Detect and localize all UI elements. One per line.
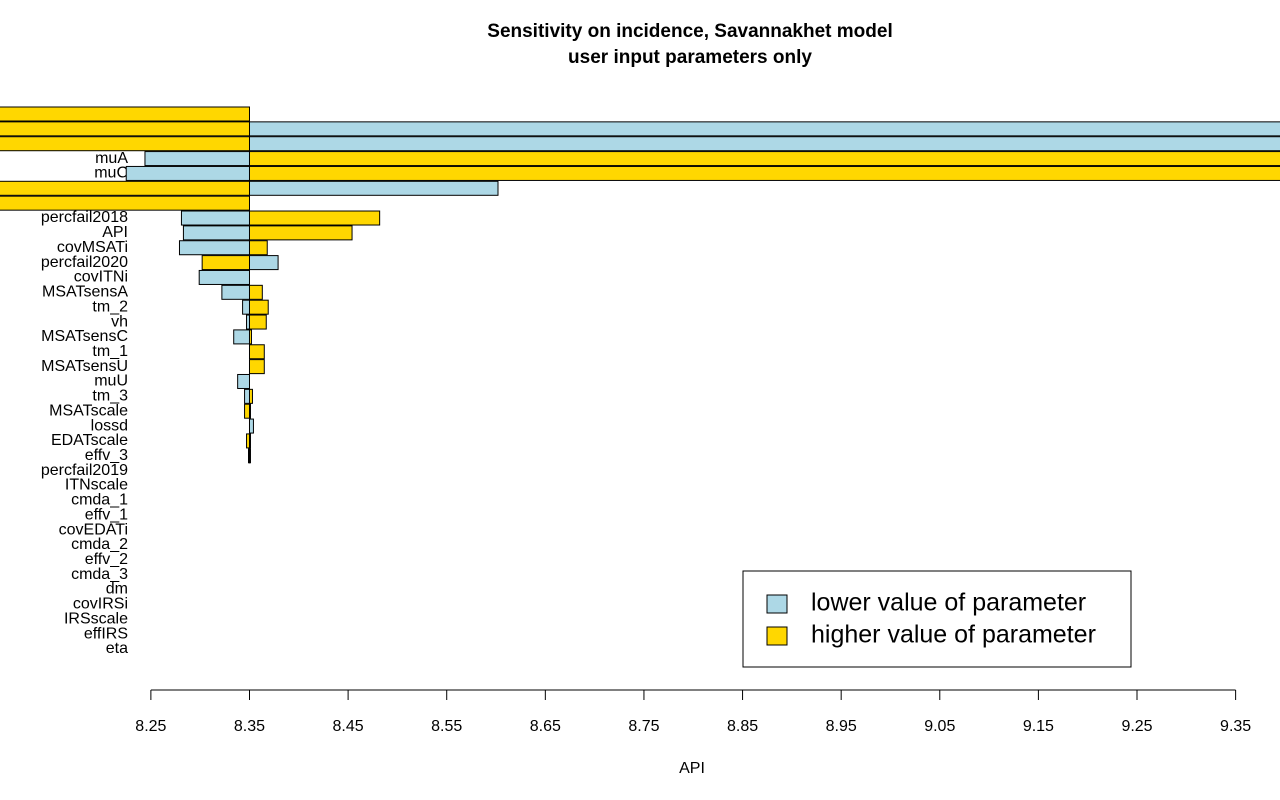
bar: [244, 403, 250, 419]
chart-subtitle: user input parameters only: [568, 47, 812, 68]
legend-box: [742, 570, 1132, 668]
category-label: IRSscale: [64, 610, 128, 627]
legend-label: lower value of parameter: [811, 589, 1086, 617]
category-label: dm: [106, 581, 128, 598]
category-label: muA: [95, 150, 128, 167]
bar: [244, 388, 250, 404]
category-label: MSATscale: [49, 402, 128, 419]
bar: [125, 165, 250, 181]
category-label: MSATsensA: [42, 284, 128, 301]
category-label: effIRS: [84, 625, 128, 642]
chart-title: Sensitivity on incidence, Savannakhet mo…: [487, 21, 892, 42]
bar: [0, 121, 250, 137]
x-tick-label: 8.65: [530, 718, 561, 735]
category-label: cmda_1: [71, 492, 128, 509]
bar: [248, 344, 265, 360]
bar: [248, 255, 279, 271]
x-tick-label: 9.25: [1121, 718, 1152, 735]
bar: [248, 210, 381, 226]
category-label: MSATsensC: [41, 328, 128, 345]
category-label: lossd: [91, 417, 128, 434]
x-tick-label: 8.55: [431, 718, 462, 735]
bar: [248, 165, 1280, 181]
bar: [248, 180, 499, 196]
bar: [233, 329, 250, 345]
bar: [248, 136, 1280, 152]
category-label: cmda_3: [71, 566, 128, 583]
bar: [248, 359, 265, 375]
category-label: API: [102, 224, 128, 241]
bar: [246, 433, 250, 449]
bar: [182, 225, 250, 241]
bar: [248, 418, 254, 434]
x-tick-label: 9.05: [924, 718, 955, 735]
category-label: muU: [94, 373, 128, 390]
bar: [248, 151, 1280, 167]
category-label: percfail2018: [41, 209, 128, 226]
category-label: ITNscale: [65, 477, 128, 494]
bars: [0, 106, 1280, 464]
bar: [248, 329, 252, 345]
legend-swatch: [766, 626, 788, 646]
bar: [242, 299, 250, 315]
x-tick-label: 8.75: [628, 718, 659, 735]
category-label: effv_3: [85, 447, 128, 464]
bar: [0, 136, 250, 152]
category-label: MSATsensU: [41, 358, 128, 375]
x-tick-label: 8.85: [727, 718, 758, 735]
bar: [144, 151, 250, 167]
category-label: vh: [111, 313, 128, 330]
x-tick-label: 8.45: [333, 718, 364, 735]
category-label: muC: [94, 165, 128, 182]
x-tick-label: 9.35: [1220, 718, 1251, 735]
bar: [180, 210, 250, 226]
category-label: covEDATi: [59, 521, 128, 538]
category-label: covMSATi: [57, 239, 128, 256]
category-label: tm_1: [92, 343, 128, 360]
bar: [201, 255, 250, 271]
legend: lower value of parameter higher value of …: [742, 570, 1132, 668]
category-label: effv_2: [85, 551, 128, 568]
x-tick-label: 8.95: [826, 718, 857, 735]
bar: [221, 284, 250, 300]
category-label: eta: [106, 640, 128, 657]
category-label: EDATscale: [51, 432, 128, 449]
bar: [237, 373, 250, 389]
legend-swatch: [766, 594, 788, 614]
bar: [248, 314, 267, 330]
bar: [198, 269, 250, 285]
category-label: tm_2: [92, 298, 128, 315]
bar: [0, 180, 250, 196]
bar: [248, 121, 1280, 137]
legend-label: higher value of parameter: [811, 621, 1096, 649]
category-label: percfail2019: [41, 462, 128, 479]
x-tick-label: 8.35: [234, 718, 265, 735]
bar: [248, 225, 353, 241]
bar: [248, 448, 251, 464]
category-label: tm_3: [92, 388, 128, 405]
bar: [248, 299, 269, 315]
bar: [248, 240, 268, 256]
category-label: covIRSi: [73, 596, 128, 613]
x-axis-label: API: [679, 760, 705, 777]
category-label: covITNi: [74, 269, 128, 286]
bar: [248, 284, 263, 300]
bar: [178, 240, 250, 256]
category-label: cmda_2: [71, 536, 128, 553]
category-label: percfail2020: [41, 254, 128, 271]
x-axis: 8.25 8.35 8.45 8.55 8.65 8.75 8.85 8.95 9.05 9.15…: [135, 689, 1251, 735]
x-tick-label: 8.25: [135, 718, 166, 735]
bar: [0, 106, 250, 122]
category-label: effv_1: [85, 506, 128, 523]
bar: [248, 388, 253, 404]
x-tick-label: 9.15: [1023, 718, 1054, 735]
bar: [0, 195, 250, 211]
